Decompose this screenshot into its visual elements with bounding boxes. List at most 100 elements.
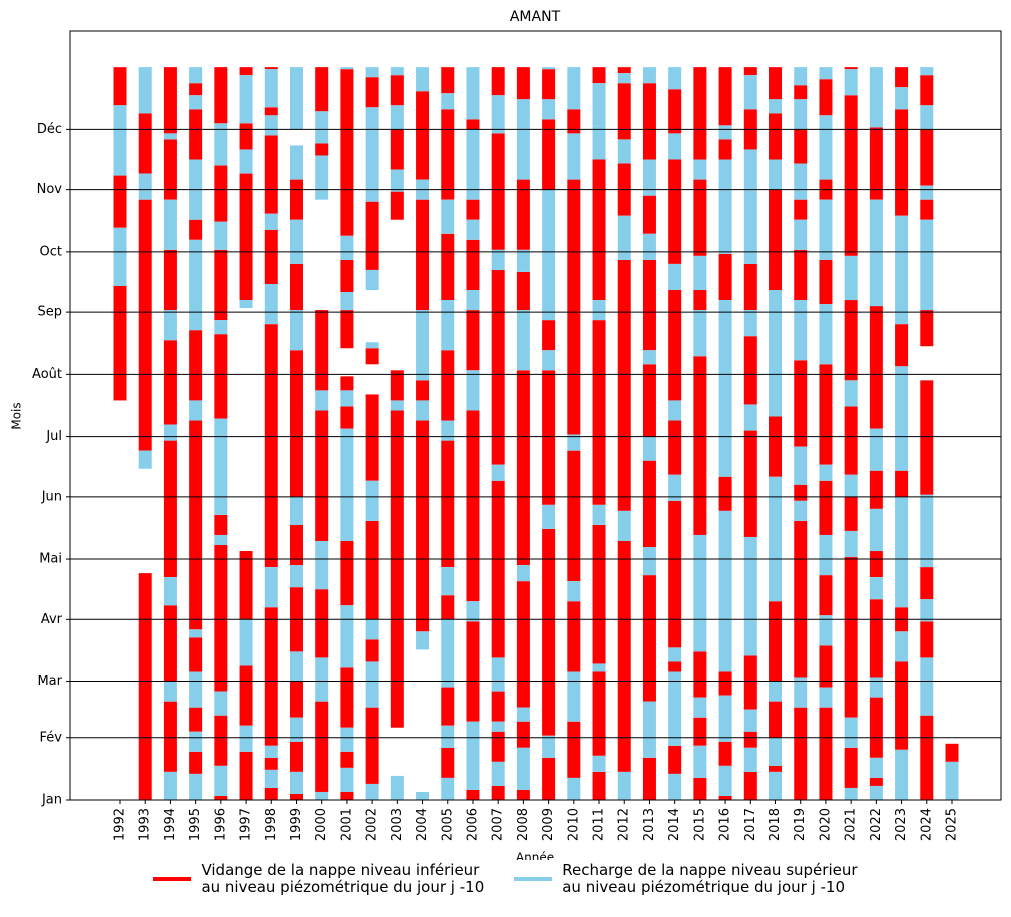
range-segment <box>516 370 530 566</box>
range-segment <box>214 334 228 419</box>
range-segment <box>289 219 303 264</box>
range-segment <box>743 771 757 800</box>
range-segment <box>491 691 505 722</box>
range-segment <box>567 601 581 672</box>
range-segment <box>769 159 783 190</box>
y-tick-label: Sep <box>37 305 62 320</box>
range-segment <box>920 380 934 495</box>
range-segment <box>416 400 430 421</box>
range-segment <box>617 73 631 84</box>
range-segment <box>769 416 783 477</box>
range-segment <box>642 195 656 234</box>
range-segment <box>819 534 833 576</box>
range-segment <box>264 607 278 746</box>
range-segment <box>416 631 430 650</box>
range-segment <box>214 765 228 796</box>
range-segment <box>138 173 152 200</box>
range-segment <box>289 651 303 682</box>
range-segment <box>869 127 883 200</box>
range-segment <box>441 619 455 688</box>
range-segment <box>289 496 303 525</box>
range-segment <box>642 701 656 758</box>
range-segment <box>920 75 934 106</box>
range-segment <box>315 540 329 590</box>
range-segment <box>693 745 707 778</box>
range-segment <box>592 300 606 321</box>
range-segment <box>466 370 480 411</box>
range-segment <box>718 139 732 160</box>
range-segment <box>743 731 757 748</box>
range-segment <box>113 227 127 286</box>
range-segment <box>214 123 228 166</box>
range-segment <box>491 67 505 96</box>
range-segment <box>794 67 808 86</box>
range-segment <box>239 551 253 620</box>
range-segment <box>642 67 656 84</box>
range-segment <box>340 69 354 236</box>
range-segment <box>567 450 581 582</box>
range-segment <box>693 67 707 160</box>
range-segment <box>895 324 909 367</box>
range-segment <box>466 310 480 371</box>
range-segment <box>264 787 278 800</box>
x-tick-label: 2023 <box>894 808 909 841</box>
legend-item: Recharge de la nappe niveau supérieur au… <box>514 862 858 896</box>
range-segment <box>466 239 480 291</box>
range-segment <box>819 115 833 180</box>
range-segment <box>163 133 177 140</box>
range-segment <box>516 789 530 800</box>
range-segment <box>189 731 203 752</box>
range-segment <box>869 599 883 678</box>
range-segment <box>315 410 329 541</box>
range-segment <box>920 199 934 220</box>
x-tick-label: 2018 <box>768 808 783 841</box>
range-segment <box>542 735 556 758</box>
range-segment <box>365 201 379 270</box>
range-segment <box>718 741 732 766</box>
range-segment <box>516 747 530 790</box>
range-segment <box>416 310 430 381</box>
range-segment <box>693 717 707 746</box>
range-segment <box>895 496 909 608</box>
range-segment <box>189 109 203 160</box>
range-segment <box>567 109 581 134</box>
range-segment <box>390 191 404 220</box>
range-segment <box>264 757 278 770</box>
range-segment <box>340 428 354 541</box>
range-segment <box>264 324 278 568</box>
range-segment <box>920 105 934 130</box>
range-segment <box>289 741 303 772</box>
range-segment <box>340 751 354 768</box>
x-tick-label: 1999 <box>289 808 304 841</box>
range-segment <box>920 494 934 568</box>
y-axis-label: Mois <box>10 402 24 429</box>
range-segment <box>441 747 455 778</box>
range-segment <box>743 404 757 431</box>
range-segment <box>466 290 480 311</box>
range-segment <box>794 446 808 485</box>
range-segment <box>819 707 833 800</box>
x-tick-label: 2011 <box>592 808 607 841</box>
range-segment <box>340 767 354 792</box>
range-segment <box>214 715 228 766</box>
range-segment <box>516 721 530 748</box>
range-segment <box>466 129 480 200</box>
range-segment <box>542 350 556 371</box>
range-segment <box>214 691 228 716</box>
range-segment <box>642 350 656 365</box>
range-segment <box>718 476 732 511</box>
x-tick-label: 2004 <box>415 808 430 841</box>
range-segment <box>264 283 278 325</box>
range-segment <box>466 119 480 130</box>
range-segment <box>365 269 379 291</box>
range-segment <box>920 599 934 622</box>
range-segment <box>769 701 783 738</box>
y-tick-label: Jan <box>41 793 62 808</box>
range-segment <box>794 520 808 678</box>
x-tick-label: 2022 <box>869 808 884 841</box>
range-segment <box>365 639 379 662</box>
range-segment <box>895 109 909 216</box>
range-segment <box>642 364 656 437</box>
range-segment <box>163 771 177 800</box>
range-segment <box>491 95 505 134</box>
